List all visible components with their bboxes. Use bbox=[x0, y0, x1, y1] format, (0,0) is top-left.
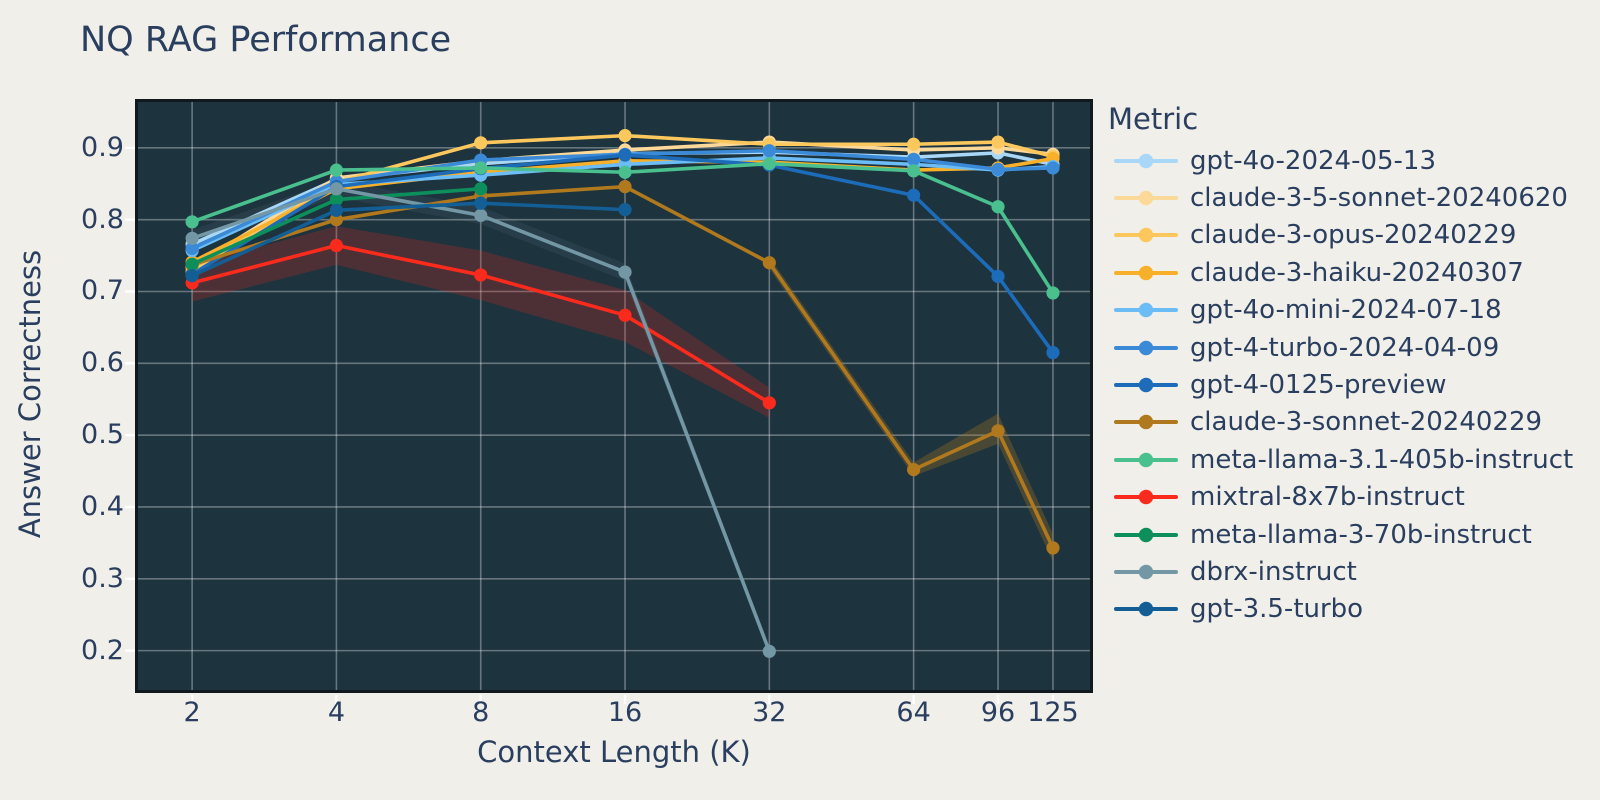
error-band-mixtral-8x7b-instruct bbox=[192, 226, 770, 418]
x-tick-label-96: 96 bbox=[980, 697, 1016, 728]
legend-item-claude-3-opus-20240229[interactable]: claude-3-opus-20240229 bbox=[1106, 217, 1600, 254]
legend-label: gpt-4-turbo-2024-04-09 bbox=[1190, 332, 1500, 363]
x-tick-label-16: 16 bbox=[607, 697, 643, 728]
x-tick-label-32: 32 bbox=[752, 697, 787, 728]
x-axis-tick-marks bbox=[190, 695, 1055, 704]
legend-label: claude-3-opus-20240229 bbox=[1190, 220, 1517, 251]
legend-item-gpt-4o-mini-2024-07-18[interactable]: gpt-4o-mini-2024-07-18 bbox=[1106, 292, 1600, 329]
legend-item-meta-llama-3.1-405b-instruct[interactable]: meta-llama-3.1-405b-instruct bbox=[1106, 441, 1600, 478]
y-tick-label-0.4: 0.4 bbox=[81, 490, 124, 522]
legend-item-list: gpt-4o-2024-05-13 claude-3-5-sonnet-20240… bbox=[1106, 142, 1600, 628]
legend-label: claude-3-sonnet-20240229 bbox=[1190, 407, 1543, 438]
legend-swatch-icon bbox=[1114, 490, 1178, 505]
legend-swatch-icon bbox=[1114, 377, 1178, 393]
y-tick-label-0.9: 0.9 bbox=[81, 131, 124, 163]
legend-label: gpt-4-0125-preview bbox=[1190, 370, 1447, 401]
legend-item-claude-3-sonnet-20240229[interactable]: claude-3-sonnet-20240229 bbox=[1106, 404, 1600, 441]
legend-label: gpt-4o-mini-2024-07-18 bbox=[1190, 295, 1502, 326]
legend-swatch-icon bbox=[1114, 415, 1178, 430]
legend-swatch-icon bbox=[1114, 303, 1178, 318]
legend-label: claude-3-haiku-20240307 bbox=[1190, 257, 1524, 288]
legend-swatch-icon bbox=[1114, 228, 1178, 243]
legend-label: meta-llama-3.1-405b-instruct bbox=[1190, 444, 1574, 475]
plot-frame bbox=[135, 99, 1093, 693]
x-axis-title: Context Length (K) bbox=[477, 735, 751, 769]
y-tick-label-0.7: 0.7 bbox=[81, 275, 124, 307]
legend-item-gpt-4-0125-preview[interactable]: gpt-4-0125-preview bbox=[1106, 366, 1600, 403]
legend-swatch-icon bbox=[1114, 340, 1178, 355]
legend-label: mixtral-8x7b-instruct bbox=[1190, 482, 1465, 513]
legend-item-claude-3-5-sonnet-20240620[interactable]: claude-3-5-sonnet-20240620 bbox=[1106, 179, 1600, 216]
legend-title: Metric bbox=[1108, 102, 1199, 136]
x-tick-label-2: 2 bbox=[183, 697, 201, 728]
legend-label: meta-llama-3-70b-instruct bbox=[1190, 519, 1532, 550]
x-tick-label-4: 4 bbox=[327, 697, 346, 728]
plot-area[interactable] bbox=[135, 99, 1093, 693]
legend-label: gpt-3.5-turbo bbox=[1190, 594, 1364, 625]
series-gpt-3.5-turbo bbox=[185, 196, 632, 283]
y-tick-label-0.6: 0.6 bbox=[81, 347, 124, 379]
legend-item-dbrx-instruct[interactable]: dbrx-instruct bbox=[1106, 553, 1600, 590]
y-tick-label-0.5: 0.5 bbox=[81, 419, 124, 451]
x-tick-label-8: 8 bbox=[472, 697, 490, 728]
legend-swatch-icon bbox=[1114, 602, 1178, 617]
legend-item-mixtral-8x7b-instruct[interactable]: mixtral-8x7b-instruct bbox=[1106, 479, 1600, 516]
series-meta-llama-3-70b-instruct bbox=[185, 182, 488, 271]
chart-title: NQ RAG Performance bbox=[80, 20, 452, 60]
legend-swatch-icon bbox=[1114, 564, 1178, 580]
legend-label: claude-3-5-sonnet-20240620 bbox=[1190, 183, 1568, 214]
series-claude-3-sonnet-20240229 bbox=[185, 180, 1060, 555]
y-axis-tick-marks bbox=[125, 146, 135, 652]
legend-item-gpt-4-turbo-2024-04-09[interactable]: gpt-4-turbo-2024-04-09 bbox=[1106, 329, 1600, 366]
legend-item-gpt-3.5-turbo[interactable]: gpt-3.5-turbo bbox=[1106, 591, 1600, 628]
legend-label: dbrx-instruct bbox=[1190, 556, 1357, 587]
legend-swatch-icon bbox=[1114, 153, 1178, 168]
series-dbrx-instruct bbox=[185, 182, 776, 658]
legend-swatch-icon bbox=[1114, 452, 1178, 468]
y-tick-label-0.8: 0.8 bbox=[81, 203, 124, 235]
legend-swatch-icon bbox=[1114, 190, 1178, 206]
legend: Metric gpt-4o-2024-05-13 claude-3-5-sonne… bbox=[1106, 102, 1600, 628]
legend-swatch-icon bbox=[1114, 527, 1178, 542]
grid-lines bbox=[135, 99, 1093, 693]
legend-swatch-icon bbox=[1114, 265, 1178, 281]
legend-item-claude-3-haiku-20240307[interactable]: claude-3-haiku-20240307 bbox=[1106, 254, 1600, 291]
legend-label: gpt-4o-2024-05-13 bbox=[1190, 145, 1436, 176]
y-tick-label-0.3: 0.3 bbox=[81, 562, 124, 594]
x-tick-label-125: 125 bbox=[1027, 697, 1079, 728]
series-meta-llama-3.1-405b-instruct bbox=[185, 157, 1060, 300]
legend-item-meta-llama-3-70b-instruct[interactable]: meta-llama-3-70b-instruct bbox=[1106, 516, 1600, 553]
y-tick-label-0.2: 0.2 bbox=[81, 634, 124, 666]
legend-item-gpt-4o-2024-05-13[interactable]: gpt-4o-2024-05-13 bbox=[1106, 142, 1600, 179]
x-tick-label-64: 64 bbox=[896, 697, 931, 728]
